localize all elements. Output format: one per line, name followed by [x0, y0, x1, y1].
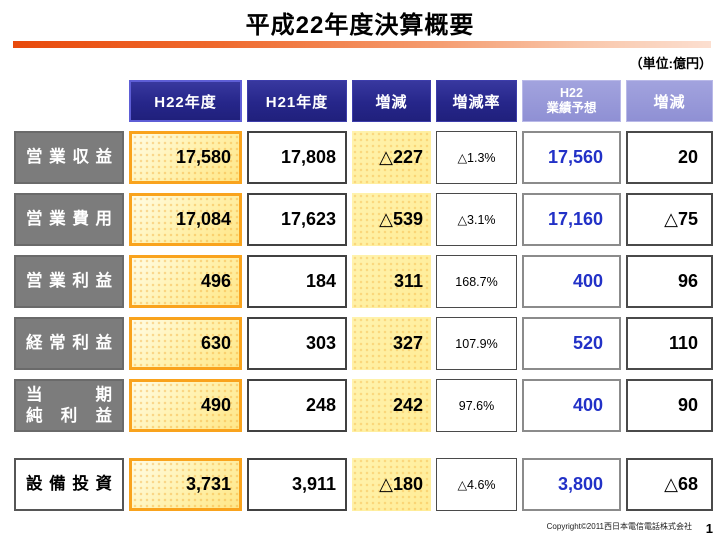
cell-h22-value: 17,084	[129, 193, 242, 246]
cell-forecast-value: 3,800	[522, 458, 621, 511]
cell-forecast-change: 90	[626, 379, 713, 432]
cell-change-value: △227	[352, 131, 431, 184]
cell-h21-value: 184	[247, 255, 347, 308]
cell-change-rate: 97.6%	[436, 379, 517, 432]
cell-forecast-value: 400	[522, 379, 621, 432]
row-label-operating-revenues: 営業収益	[14, 131, 124, 184]
cell-change-rate: 168.7%	[436, 255, 517, 308]
cell-change-rate: △1.3%	[436, 131, 517, 184]
page-title: 平成22年度決算概要	[245, 12, 475, 39]
cell-change-rate: 107.9%	[436, 317, 517, 370]
cell-forecast-change: 96	[626, 255, 713, 308]
column-header-forecast-change: 増減	[626, 80, 713, 122]
cell-forecast-change: △75	[626, 193, 713, 246]
cell-h22-value: 496	[129, 255, 242, 308]
cell-forecast-change: △68	[626, 458, 713, 511]
cell-h22-value: 3,731	[129, 458, 242, 511]
column-header-change: 増減	[352, 80, 431, 122]
cell-forecast-value: 520	[522, 317, 621, 370]
cell-change-value: 311	[352, 255, 431, 308]
cell-h21-value: 303	[247, 317, 347, 370]
column-header-h21: H21年度	[247, 80, 347, 122]
cell-change-value: △539	[352, 193, 431, 246]
cell-forecast-change: 110	[626, 317, 713, 370]
row-label-operating-expenses: 営業費用	[14, 193, 124, 246]
cell-h22-value: 490	[129, 379, 242, 432]
column-header-forecast-line2: 業績予想	[546, 101, 597, 115]
row-label-net-income: 当期 純利益	[14, 379, 124, 432]
cell-forecast-value: 400	[522, 255, 621, 308]
cell-forecast-change: 20	[626, 131, 713, 184]
cell-h21-value: 3,911	[247, 458, 347, 511]
cell-change-rate: △3.1%	[436, 193, 517, 246]
row-label-capital-investment: 設備投資	[14, 458, 124, 511]
row-label-operating-income: 営業利益	[14, 255, 124, 308]
results-table: H22年度 H21年度 増減 増減率 H22 業績予想 増減 営業収益 17,5…	[14, 80, 713, 511]
header-corner-empty	[14, 80, 124, 122]
cell-forecast-value: 17,160	[522, 193, 621, 246]
title-accent-bar	[13, 41, 711, 48]
cell-h22-value: 630	[129, 317, 242, 370]
column-header-forecast-line1: H22	[560, 86, 583, 100]
cell-change-value: 327	[352, 317, 431, 370]
cell-h21-value: 17,808	[247, 131, 347, 184]
cell-forecast-value: 17,560	[522, 131, 621, 184]
unit-label: （単位:億円）	[629, 56, 712, 71]
row-label-recurring-profit: 経常利益	[14, 317, 124, 370]
page-number: 1	[705, 521, 713, 536]
cell-h22-value: 17,580	[129, 131, 242, 184]
column-header-forecast: H22 業績予想	[522, 80, 621, 122]
column-header-change-rate: 増減率	[436, 80, 517, 122]
cell-change-rate: △4.6%	[436, 458, 517, 511]
row-spacer	[14, 441, 713, 449]
cell-h21-value: 17,623	[247, 193, 347, 246]
cell-change-value: △180	[352, 458, 431, 511]
cell-change-value: 242	[352, 379, 431, 432]
cell-h21-value: 248	[247, 379, 347, 432]
copyright-text: Copyright©2011西日本電信電話株式会社	[546, 522, 692, 531]
column-header-h22: H22年度	[129, 80, 242, 122]
